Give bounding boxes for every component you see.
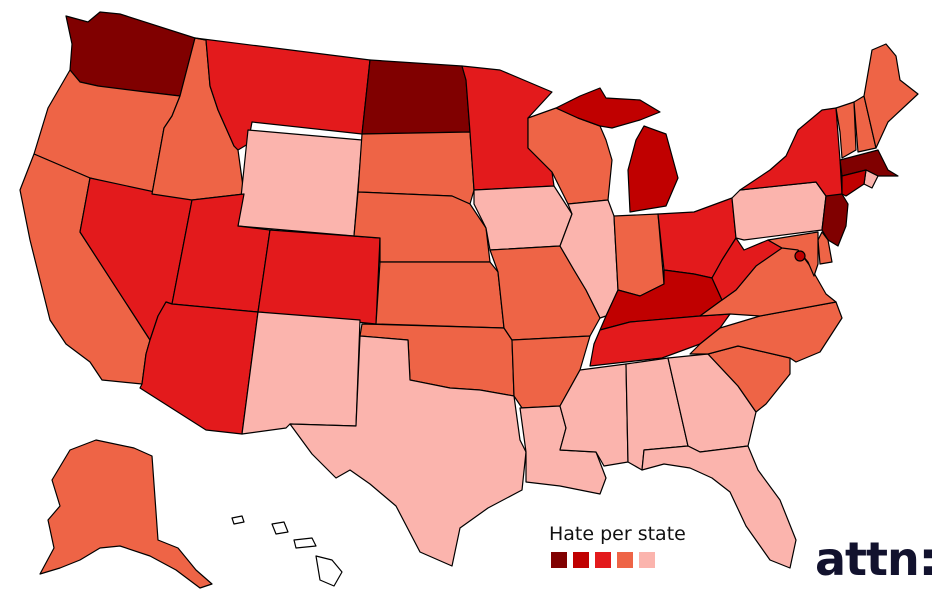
legend-swatch-level-5 [551,552,567,568]
state-iowa[interactable] [473,185,573,251]
legend-title: Hate per state [549,523,686,545]
state-kansas[interactable] [375,261,505,329]
state-pennsylvania[interactable] [731,181,827,241]
state-hawaii[interactable] [231,515,343,587]
state-arizona[interactable] [139,301,259,435]
state-wyoming[interactable] [237,129,363,237]
state-north-dakota[interactable] [361,59,471,135]
attn-logo: attn: [815,532,937,586]
legend-swatch-level-4 [573,552,589,568]
state-district-of-columbia[interactable] [794,250,806,262]
state-florida[interactable] [641,445,797,569]
state-maine[interactable] [863,43,919,149]
state-texas[interactable] [289,335,527,567]
legend-swatch-level-1 [639,552,655,568]
state-north-carolina[interactable] [689,301,843,363]
state-michigan-upper[interactable] [555,87,661,129]
legend-swatch-level-2 [617,552,633,568]
state-colorado[interactable] [257,229,381,325]
state-indiana[interactable] [613,213,665,297]
state-delaware[interactable] [817,231,833,265]
legend-swatch-level-3 [595,552,611,568]
state-new-york[interactable] [739,107,843,201]
legend-swatches [551,552,655,568]
state-maryland[interactable] [767,231,819,277]
state-illinois[interactable] [559,199,619,319]
state-new-mexico[interactable] [241,311,361,435]
state-alaska[interactable] [39,439,213,589]
state-vermont[interactable] [835,101,857,159]
state-michigan[interactable] [627,125,679,213]
state-connecticut[interactable] [841,169,867,197]
state-new-jersey[interactable] [821,193,849,247]
